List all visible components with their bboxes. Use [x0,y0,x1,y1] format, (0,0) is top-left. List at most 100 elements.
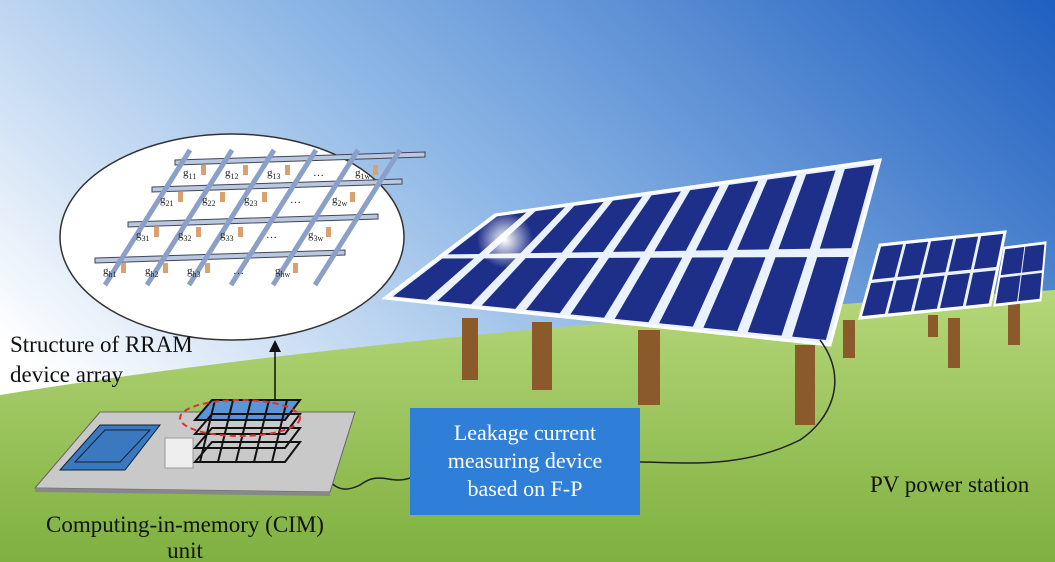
device [373,165,378,175]
device [238,227,243,237]
device [121,263,126,273]
cell-label: g21 [160,194,174,208]
layer-line [235,399,252,463]
layer-line [217,399,234,463]
rail [94,249,346,264]
column [312,148,403,287]
cim-label: Computing-in-memory (CIM) [46,512,324,537]
cell-label: g33 [220,229,234,243]
panel-cell [995,275,1021,304]
cell-label: g32 [178,229,192,243]
cell-symbol: g [332,194,338,206]
panel-cell [922,239,954,275]
panel-cell [888,278,920,314]
device [205,263,210,273]
cell-symbol: g [103,265,109,277]
column [186,148,277,287]
chip-module [58,424,162,471]
panel-cell [872,244,904,280]
cell-label: g12 [225,167,239,181]
panel-cell [897,241,929,277]
device [220,192,225,202]
panel-cell [747,257,808,336]
panel-cell [654,186,720,252]
cell-label: g13 [267,167,281,181]
panel-cell [571,196,643,253]
chip-module-inner [73,429,152,463]
cell-label: g23 [244,194,258,208]
cell-index: 31 [142,234,150,243]
highlight-ellipse [179,399,301,437]
cim-label: unit [167,538,203,562]
panel-cell [1000,246,1025,276]
cell-symbol: g [308,229,314,241]
panel-cell [614,257,683,323]
device [285,165,290,175]
cell-index: 11 [189,172,197,181]
device [350,192,355,202]
column [102,148,193,287]
layer [192,413,302,435]
rram-label: Structure of RRAM [10,332,193,357]
panel-cell [437,258,516,305]
cell-symbol: g [145,265,151,277]
panel-cell [965,270,996,306]
device [163,263,168,273]
layer-line [199,399,216,463]
column [228,148,319,287]
cell-label: ghw [275,265,291,279]
panel-cell [526,257,599,314]
device [154,227,159,237]
cell-index: 21 [166,199,174,208]
cell-index: 1w [361,172,371,181]
cell-label: g31 [136,229,150,243]
cell-label: gh3 [187,265,201,279]
cell-label: g2w [332,194,348,208]
cell-symbol: g [275,265,281,277]
layer-line [253,399,270,463]
cell-label: gh2 [145,265,159,279]
panel-cell [392,258,475,300]
device [243,165,248,175]
panel-cell [481,258,558,309]
cell-symbol: g [136,229,142,241]
device-label: measuring device [448,448,603,473]
device-box [410,408,640,515]
column [270,148,361,287]
panel-cell [948,236,979,272]
panel-cell [1021,244,1045,273]
chip-pad [164,437,194,469]
cell-index: 13 [273,172,281,181]
cell-index: 33 [226,234,234,243]
column [144,148,235,287]
cell-symbol: g [183,167,189,179]
cell-label: g3w [308,229,324,243]
ellipsis: … [266,229,277,241]
cell-index: 3w [314,234,324,243]
panel-cell [778,170,836,250]
panel-cell [695,180,759,251]
wire [639,339,836,464]
panel-cell [792,256,849,341]
cell-symbol: g [187,265,193,277]
cell-symbol: g [267,167,273,179]
cell-index: 32 [184,234,192,243]
panel-cell [530,201,604,254]
glare [477,212,533,268]
ellipsis: … [313,167,324,179]
solar-panels [381,158,1047,347]
panel-cell [659,257,724,327]
device [293,263,298,273]
cell-symbol: g [355,167,361,179]
panel-cell [939,273,971,309]
device-label: based on F-P [468,476,583,501]
panel-cell [703,257,766,332]
device [326,227,331,237]
ellipsis: … [233,265,244,277]
device [196,227,201,237]
panel-cell [973,233,1004,270]
cell-symbol: g [178,229,184,241]
chip-edge [35,488,330,496]
arrow-head [269,340,281,352]
cell-index: 2w [338,199,348,208]
